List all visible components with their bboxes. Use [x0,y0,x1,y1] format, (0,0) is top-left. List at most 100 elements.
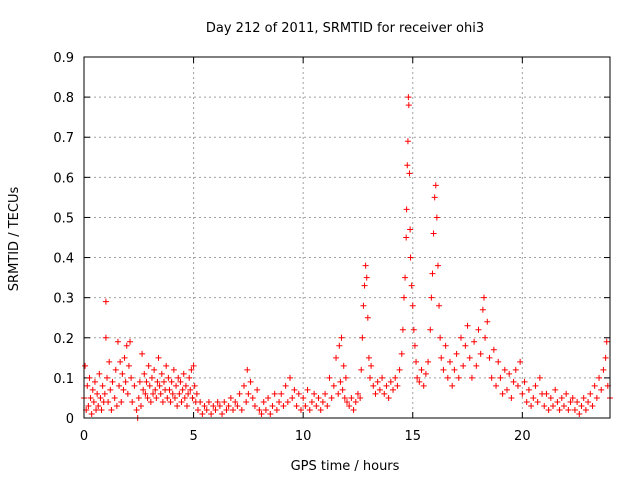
data-point [571,406,578,413]
data-point [116,382,123,389]
data-point [447,358,454,365]
data-point [258,410,265,417]
data-point [344,398,350,405]
data-point [326,374,333,381]
x-tick-label: 0 [80,429,88,444]
data-point [554,398,561,405]
data-point [150,390,157,397]
data-point [174,402,181,409]
data-point [99,382,106,389]
data-point [460,362,467,369]
data-point [359,334,366,341]
data-point [234,402,241,409]
data-point [189,394,196,401]
data-point [91,378,98,385]
data-point [372,390,379,397]
data-point [193,390,200,397]
data-point [260,398,267,405]
data-point [146,382,153,389]
data-point [330,382,337,389]
data-point [245,390,252,397]
data-point [300,394,307,401]
data-point [482,334,489,341]
data-point [512,366,519,373]
data-point [350,406,357,413]
data-point [317,406,324,413]
data-point [462,342,469,349]
data-point [603,338,610,345]
data-point [186,374,193,381]
data-point [341,394,348,401]
data-point [427,326,434,333]
x-axis-label: GPS time / hours [291,459,400,474]
data-point [105,398,112,405]
data-point [113,402,120,409]
data-point [364,314,371,321]
data-point [528,402,535,409]
data-point [155,354,162,361]
data-point [497,374,504,381]
data-point [596,374,603,381]
data-point [585,398,592,405]
data-point [398,350,405,357]
data-point [453,350,460,357]
data-point [501,366,508,373]
data-point [304,386,311,393]
data-point [477,350,484,357]
data-point [336,342,343,349]
data-point [414,374,421,381]
data-point [273,406,280,413]
data-point [136,378,143,385]
data-point [117,358,124,365]
data-point [440,366,447,373]
data-point [205,398,212,405]
data-point [416,378,423,385]
data-point [176,390,183,397]
data-point [197,398,204,405]
data-point [361,282,368,289]
data-point [407,254,414,261]
data-point [436,302,443,309]
data-point [165,374,172,381]
data-point [102,298,109,305]
data-point [181,394,188,401]
data-point [337,378,344,385]
data-point [411,342,418,349]
data-point [410,326,417,333]
data-point [362,262,369,269]
data-point [194,406,201,413]
data-point [254,386,261,393]
data-point [133,406,140,413]
data-point [394,382,401,389]
data-point [521,378,528,385]
data-point [166,386,173,393]
y-axis-label: SRMTID / TECUs [7,187,22,292]
data-point [455,374,462,381]
data-point [449,382,456,389]
data-point [107,386,114,393]
data-point [475,326,482,333]
data-point [243,398,250,405]
data-point [208,410,215,417]
data-point [173,382,180,389]
data-point [508,394,515,401]
data-point [420,382,427,389]
data-point [569,394,576,401]
data-point [396,366,403,373]
data-point [144,394,151,401]
data-point [106,358,113,365]
chart-title: Day 212 of 2011, SRMTID for receiver ohi… [206,21,484,36]
data-point [541,402,548,409]
data-point [201,402,208,409]
data-point [210,402,217,409]
data-point [434,262,441,269]
data-point [342,374,349,381]
data-point [306,406,313,413]
data-point [88,410,95,417]
data-point [338,334,345,341]
data-point [464,322,471,329]
y-tick-label: 0 [66,412,74,427]
data-point [471,338,478,345]
data-point [160,378,167,385]
data-point [333,354,340,361]
